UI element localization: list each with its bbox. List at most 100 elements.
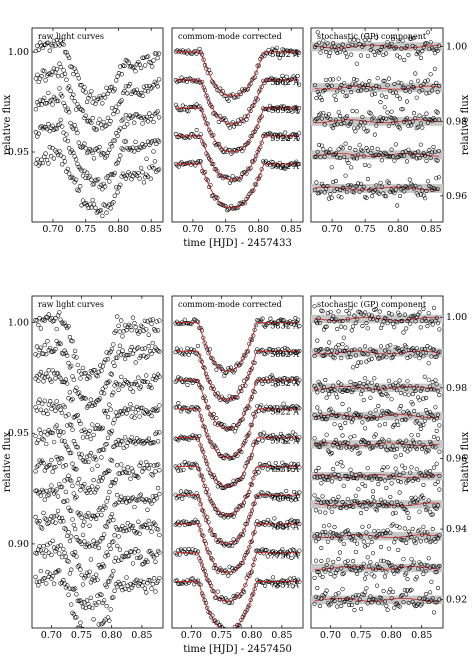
- panel-title: stochastic (GP) component: [317, 300, 427, 309]
- data-point: [38, 345, 44, 350]
- data-point: [40, 374, 45, 379]
- data-point: [280, 492, 285, 497]
- data-point: [351, 77, 357, 82]
- data-point: [359, 392, 364, 397]
- data-point: [177, 321, 182, 326]
- data-point: [132, 348, 137, 353]
- data-point: [75, 445, 80, 450]
- data-point: [265, 407, 270, 412]
- data-point: [278, 549, 283, 554]
- data-point: [90, 543, 95, 548]
- data-point: [357, 189, 362, 194]
- data-point: [381, 116, 386, 121]
- data-point: [44, 73, 50, 78]
- data-point: [67, 365, 73, 370]
- data-point: [422, 529, 427, 534]
- data-point: [342, 81, 347, 86]
- data-point: [339, 425, 344, 431]
- data-point: [190, 494, 195, 499]
- data-point: [209, 161, 214, 166]
- data-point: [399, 107, 404, 112]
- data-point: [385, 321, 390, 326]
- data-point: [42, 375, 47, 380]
- data-point: [430, 322, 435, 327]
- data-point: [414, 52, 419, 57]
- data-point: [82, 427, 87, 432]
- data-point: [111, 111, 116, 117]
- data-point: [84, 99, 90, 105]
- data-point: [99, 390, 104, 395]
- data-point: [71, 552, 76, 558]
- wavelength-label: 7606 Å: [270, 494, 299, 503]
- data-point: [46, 312, 51, 317]
- data-point: [400, 384, 405, 389]
- data-point: [404, 344, 409, 349]
- data-point: [157, 550, 162, 555]
- data-point: [335, 461, 340, 466]
- data-point: [155, 439, 161, 444]
- series-8: [311, 522, 443, 556]
- data-point: [99, 455, 104, 460]
- data-point: [86, 541, 91, 546]
- data-point: [91, 181, 97, 187]
- data-point: [132, 120, 137, 125]
- data-point: [277, 376, 282, 381]
- data-point: [393, 510, 398, 515]
- data-point: [348, 379, 353, 384]
- data-point: [333, 97, 338, 102]
- data-point: [38, 326, 44, 331]
- data-point: [422, 473, 427, 479]
- data-point: [347, 602, 352, 608]
- data-point: [328, 530, 333, 535]
- data-point: [328, 473, 333, 478]
- data-point: [340, 89, 345, 94]
- data-point: [331, 559, 336, 564]
- data-point: [214, 507, 219, 512]
- data-point: [335, 568, 340, 573]
- data-point: [76, 369, 82, 374]
- data-point: [378, 344, 384, 349]
- data-point: [125, 465, 130, 470]
- data-point: [393, 413, 398, 418]
- data-point: [426, 311, 431, 316]
- data-point: [370, 316, 376, 321]
- data-point: [332, 188, 337, 193]
- data-point: [51, 439, 57, 445]
- data-point: [436, 43, 442, 48]
- data-point: [54, 423, 59, 428]
- data-point: [409, 314, 414, 319]
- data-point: [392, 116, 397, 121]
- data-point: [280, 547, 285, 552]
- data-point: [195, 343, 201, 348]
- data-point: [437, 487, 442, 492]
- data-point: [274, 584, 280, 589]
- data-point: [63, 377, 69, 382]
- data-point: [178, 468, 183, 473]
- data-point: [116, 323, 121, 328]
- data-point: [121, 352, 126, 357]
- data-point: [218, 145, 223, 150]
- data-point: [130, 406, 136, 411]
- x-tick-label: 0.75: [211, 630, 232, 641]
- data-point: [150, 139, 155, 144]
- data-point: [198, 582, 203, 587]
- data-point: [423, 196, 428, 201]
- data-point: [64, 77, 69, 82]
- data-point: [42, 68, 47, 74]
- data-point: [247, 167, 252, 172]
- data-point: [385, 502, 390, 507]
- data-point: [144, 438, 149, 444]
- data-point: [91, 126, 97, 131]
- data-point: [430, 413, 435, 418]
- data-point: [133, 324, 138, 330]
- data-point: [134, 87, 140, 92]
- data-point: [398, 480, 403, 485]
- data-point: [113, 555, 119, 561]
- data-point: [201, 365, 206, 370]
- data-point: [313, 468, 319, 474]
- data-point: [293, 519, 298, 524]
- data-point: [50, 402, 55, 407]
- data-point: [231, 370, 236, 375]
- data-point: [224, 598, 230, 603]
- data-point: [72, 526, 78, 532]
